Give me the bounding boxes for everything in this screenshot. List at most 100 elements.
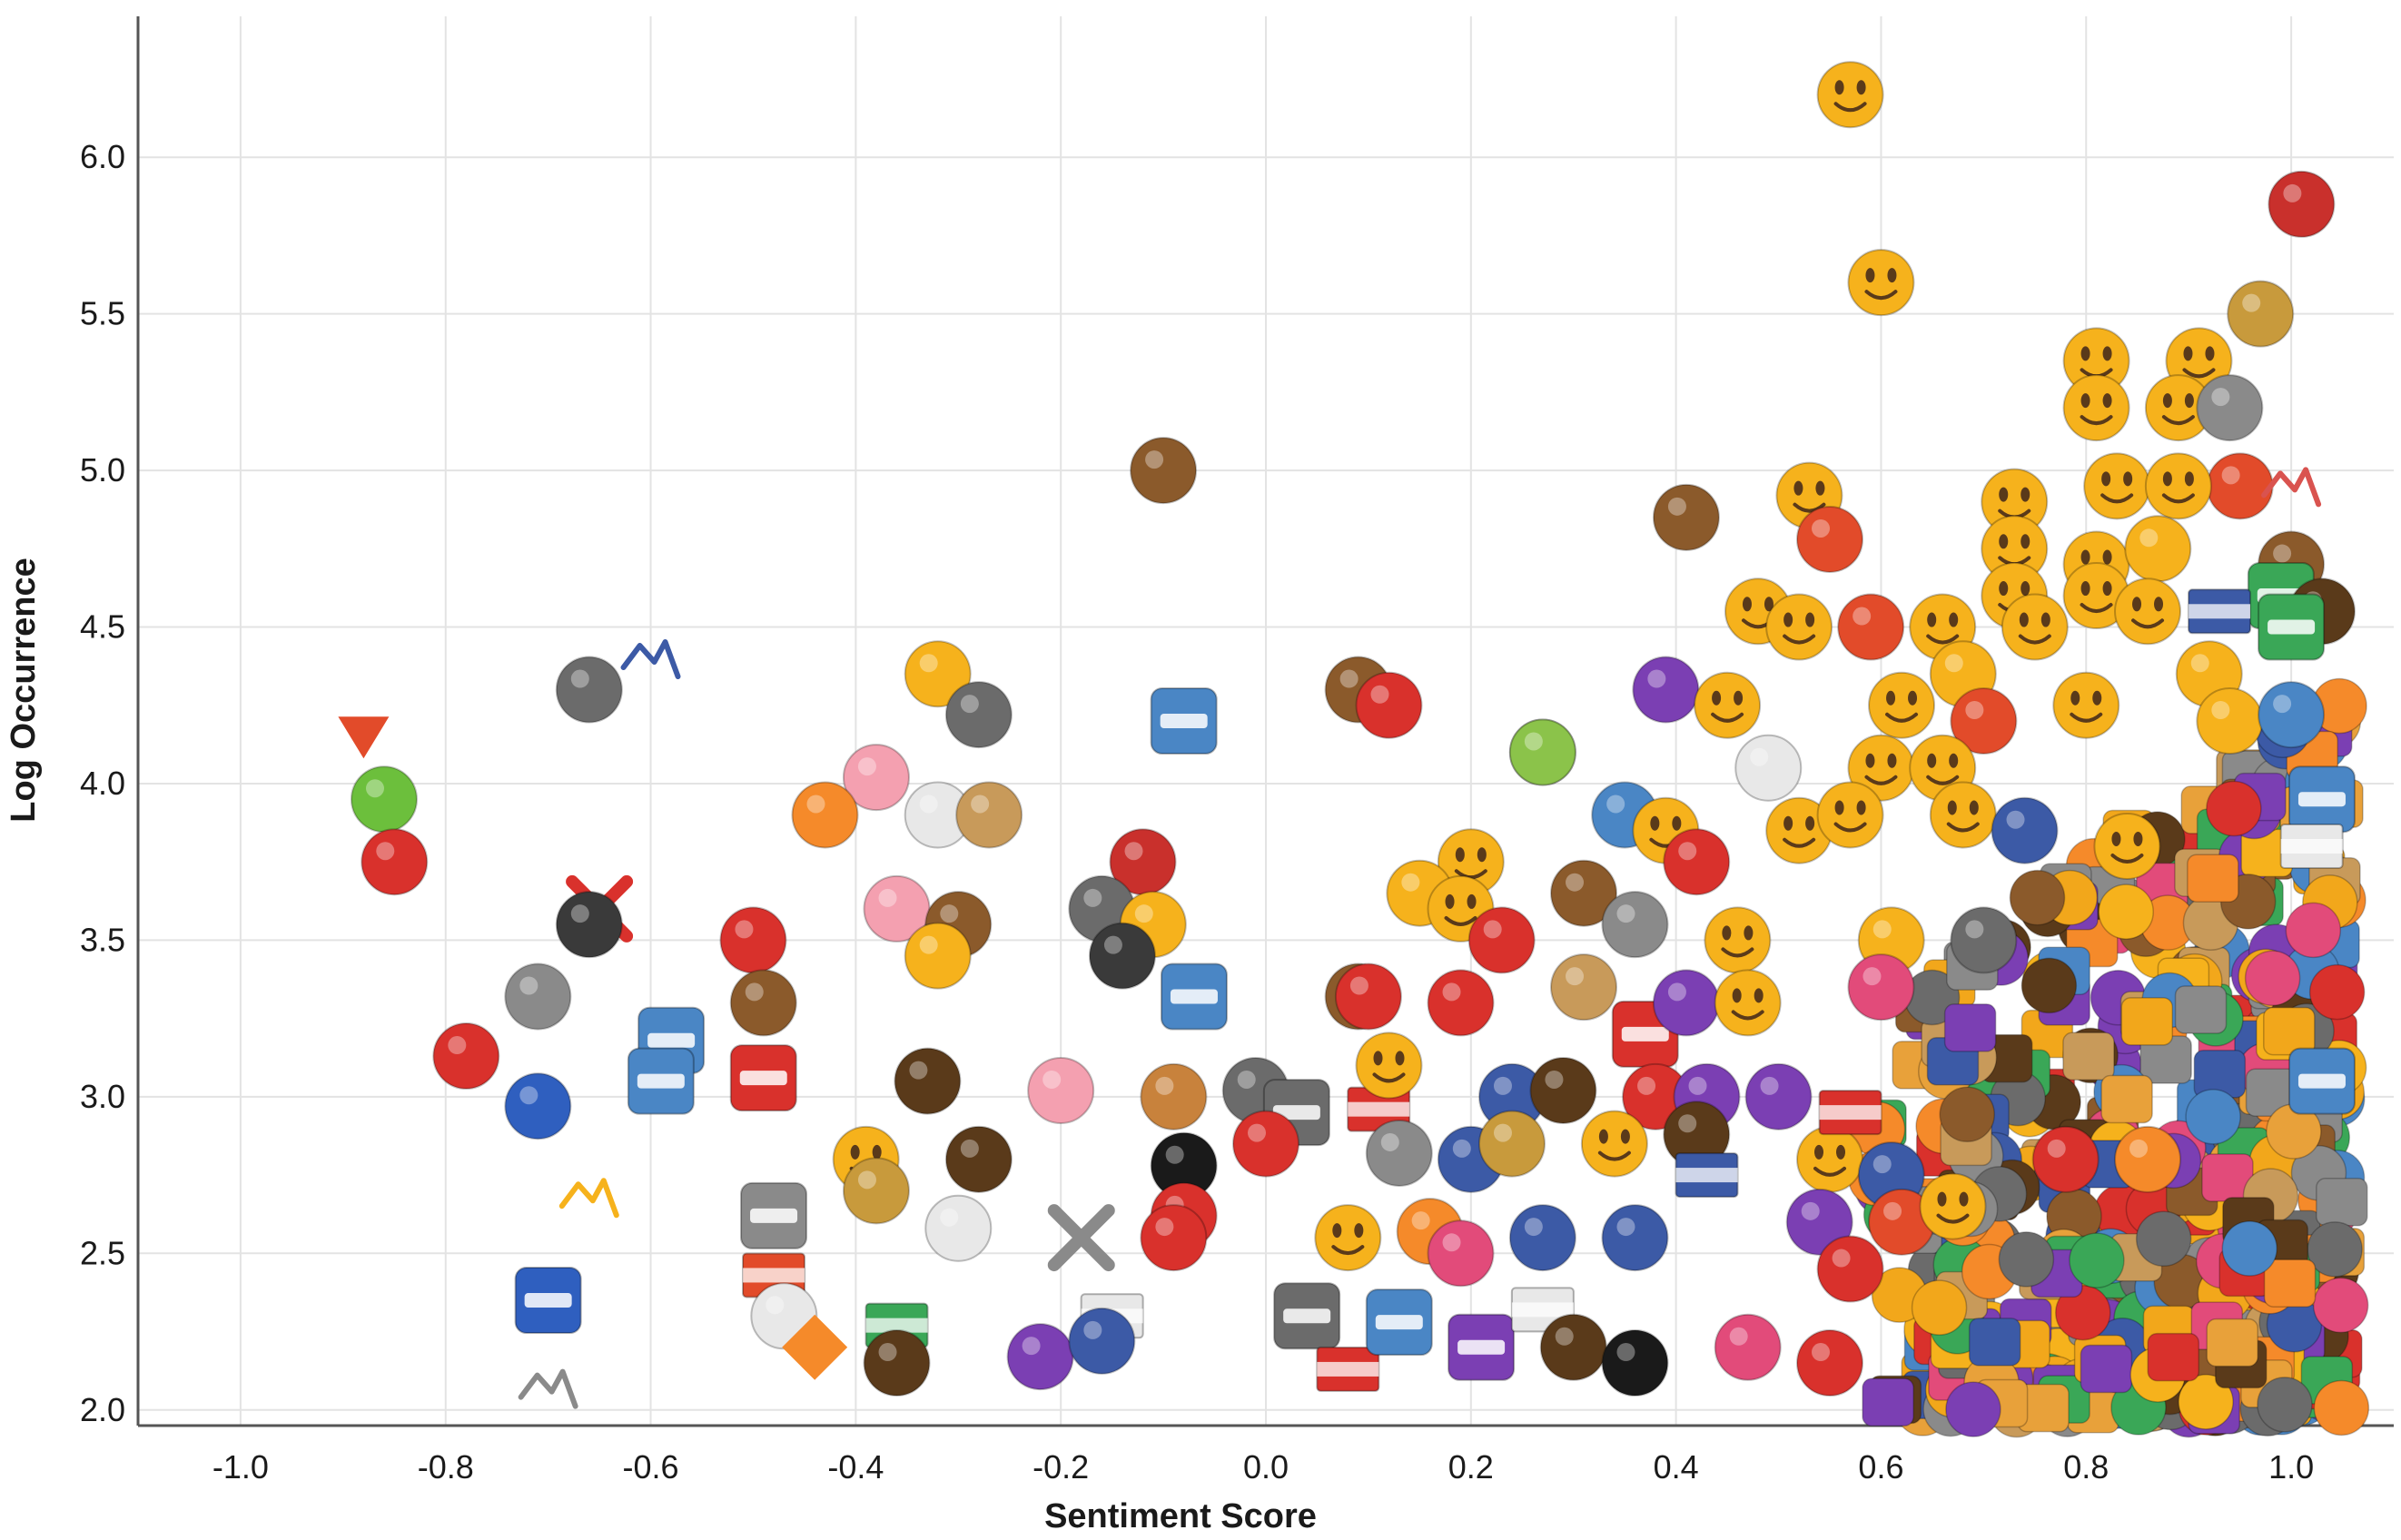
cluster-emoji-marker [1943, 1003, 1997, 1052]
nauseated-face-emoji [1508, 718, 1576, 786]
thumbs-down-emoji [904, 640, 972, 708]
woman-facepalming-emoji [1580, 1110, 1648, 1178]
x-tick-label: -0.2 [1033, 1448, 1089, 1486]
pig-nose-emoji [1027, 1056, 1095, 1124]
hushed-face-emoji [2052, 671, 2120, 739]
x-tick-label: 1.0 [2268, 1448, 2314, 1486]
heavy-dollar-sign-emoji [2258, 593, 2326, 661]
france-flag-emoji [1675, 1152, 1739, 1199]
x-tick-label: -0.8 [418, 1448, 474, 1486]
cancer-zodiac-emoji [1448, 1313, 1516, 1381]
y-tick-label: 4.0 [80, 765, 125, 802]
y-tick-label: 5.0 [80, 451, 125, 489]
man-police-officer-emoji [1601, 1204, 1669, 1272]
orange-diamond-emoji [782, 1314, 848, 1380]
ship-emoji [1950, 906, 2018, 974]
construction-emoji [1314, 1204, 1382, 1272]
tulip-emoji [1847, 953, 1915, 1022]
keycap-emoji [2287, 765, 2356, 834]
wavy-line-emoji [518, 1368, 578, 1409]
thumbs-down-emoji [904, 922, 972, 990]
chart-increasing-emoji [2261, 467, 2322, 508]
red-apple-emoji [1355, 671, 1423, 739]
cluster-emoji-marker [2263, 1006, 2316, 1056]
japan-flag-emoji [2279, 823, 2344, 869]
stopwatch-emoji [924, 1194, 993, 1262]
sos-button-emoji [729, 1044, 797, 1112]
cluster-emoji-marker [2120, 997, 2174, 1046]
worried-face-emoji [1816, 781, 1884, 849]
blue-circle-emoji [504, 1072, 572, 1140]
police-officer-emoji [1508, 1204, 1576, 1272]
pregnant-woman-emoji [1006, 1323, 1074, 1391]
chart-decreasing-emoji [620, 639, 681, 680]
toilet-emoji [904, 781, 972, 849]
y-tick-label: 5.5 [80, 295, 125, 332]
pig-emoji [863, 874, 931, 943]
cluster-emoji-marker [2178, 1374, 2234, 1430]
y-tick-label: 4.5 [80, 608, 125, 646]
keycap-emoji [2287, 1047, 2356, 1115]
man-raising-hand-emoji [1529, 1056, 1597, 1124]
rocket-emoji [2268, 170, 2336, 238]
cluster-emoji-marker [2285, 902, 2342, 959]
cluster-emoji-marker [1968, 1318, 2021, 1367]
neutral-face-emoji [1868, 671, 1936, 739]
thumbs-down-dark-emoji [729, 969, 797, 1037]
unamused-face-emoji [1847, 734, 1915, 802]
cluster-emoji-marker [1998, 1231, 2055, 1288]
crying-face-emoji [1929, 781, 1997, 849]
cluster-emoji-marker [2316, 1178, 2368, 1227]
cluster-emoji-marker [2055, 1284, 2111, 1341]
bear-emoji [1652, 483, 1720, 551]
woman-raising-hand-emoji [1744, 1062, 1813, 1130]
end-arrow-emoji [1273, 1282, 1341, 1350]
y-axis-ticks: 2.0 2.5 3.0 3.5 4.0 4.5 5.0 5.5 6.0 [80, 138, 125, 1428]
cluster-emoji-marker [1911, 1279, 1968, 1336]
dog-emoji [1550, 953, 1618, 1022]
crown-person-emoji [1796, 1125, 1863, 1193]
russia-flag-emoji [1818, 1090, 1882, 1136]
paw-prints-emoji [555, 891, 623, 959]
cluster-emoji-marker [2080, 1344, 2133, 1394]
clown-face-emoji [1796, 505, 1863, 573]
red-triangle-down-emoji [338, 716, 390, 759]
dog-face-emoji [955, 781, 1023, 849]
cluster-emoji-marker [2187, 854, 2239, 903]
cluster-emoji-marker [2312, 1277, 2369, 1334]
busts-in-silhouette-emoji [1365, 1288, 1433, 1357]
caterpillar-emoji [350, 765, 418, 834]
shopping-bags-emoji [1427, 1219, 1495, 1288]
croissant-emoji [1477, 1110, 1546, 1178]
raising-hands-emoji [2124, 515, 2192, 583]
flag-usa-emoji [2188, 588, 2252, 635]
water-buffalo-emoji [944, 1125, 1013, 1193]
wastebasket-emoji [504, 962, 572, 1031]
x-tick-label: -1.0 [212, 1448, 269, 1486]
woman-dark-emoji [1601, 1329, 1669, 1397]
zipper-mouth-emoji [1714, 969, 1782, 1037]
ramen-emoji [1919, 1172, 1987, 1240]
x-tick-label: 0.4 [1654, 1448, 1699, 1486]
money-bag-emoji [2227, 280, 2295, 348]
cluster-emoji-marker [2185, 1089, 2241, 1145]
cluster-emoji-marker [2021, 957, 2078, 1014]
x-tick-label: -0.4 [827, 1448, 884, 1486]
ewe-emoji [1734, 734, 1803, 802]
cluster-emoji-marker [2062, 1032, 2115, 1081]
heavy-multiplication-x-emoji [1047, 1204, 1115, 1272]
x-axis-ticks: -1.0 -0.8 -0.6 -0.4 -0.2 0.0 0.2 0.4 0.6 0.8 1.0 [212, 1448, 2314, 1486]
y-tick-label: 2.0 [80, 1391, 125, 1428]
police-officer-emoji [1991, 796, 2059, 864]
police-officer-emoji [1068, 1307, 1136, 1375]
facepalm-emoji [1694, 671, 1762, 739]
cluster-emoji-marker [2174, 985, 2228, 1034]
direct-hit-emoji [1950, 687, 2018, 755]
panda-face-emoji [1088, 922, 1156, 990]
tears-of-joy-emoji [1816, 61, 1884, 129]
cluster-emoji-marker [2308, 963, 2366, 1021]
handbag-emoji [1140, 1062, 1208, 1130]
hole-emoji [1150, 1131, 1218, 1199]
cluster-emoji-marker [1945, 1381, 2001, 1437]
